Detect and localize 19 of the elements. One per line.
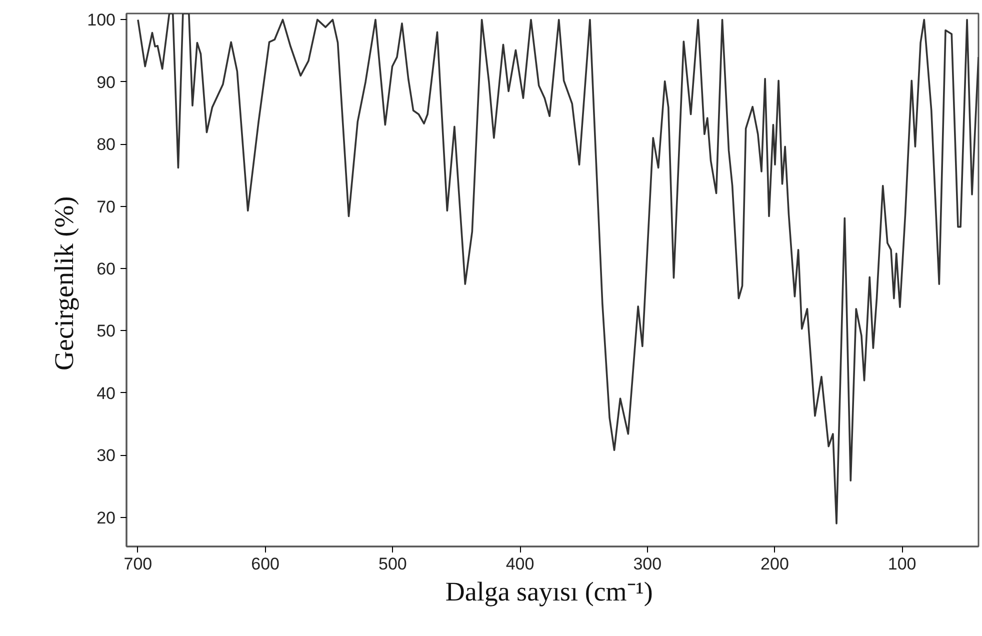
y-tick-label: 50 bbox=[96, 322, 116, 341]
y-tick-label: 90 bbox=[96, 72, 116, 92]
x-tick-label: 600 bbox=[251, 554, 280, 574]
y-tick-label: 80 bbox=[96, 135, 116, 154]
y-tick-label: 30 bbox=[96, 446, 116, 466]
x-axis-title: Dalga sayısı (cm⁻¹) bbox=[445, 576, 653, 606]
y-tick-label: 100 bbox=[87, 10, 116, 30]
x-tick-label: 400 bbox=[506, 554, 534, 574]
line-series bbox=[137, 14, 978, 524]
x-tick-label: 500 bbox=[378, 554, 407, 574]
y-tick-label: 20 bbox=[96, 508, 116, 528]
x-tick-label: 100 bbox=[888, 554, 916, 574]
y-tick-label: 70 bbox=[96, 197, 116, 216]
x-tick-label: 700 bbox=[124, 554, 152, 574]
x-tick-label: 200 bbox=[760, 554, 789, 574]
y-axis-title: Gecirgenlik (%) bbox=[49, 196, 80, 370]
x-tick-label: 300 bbox=[633, 554, 662, 574]
y-tick-label: 60 bbox=[96, 259, 116, 278]
y-tick-label: 40 bbox=[96, 384, 116, 403]
